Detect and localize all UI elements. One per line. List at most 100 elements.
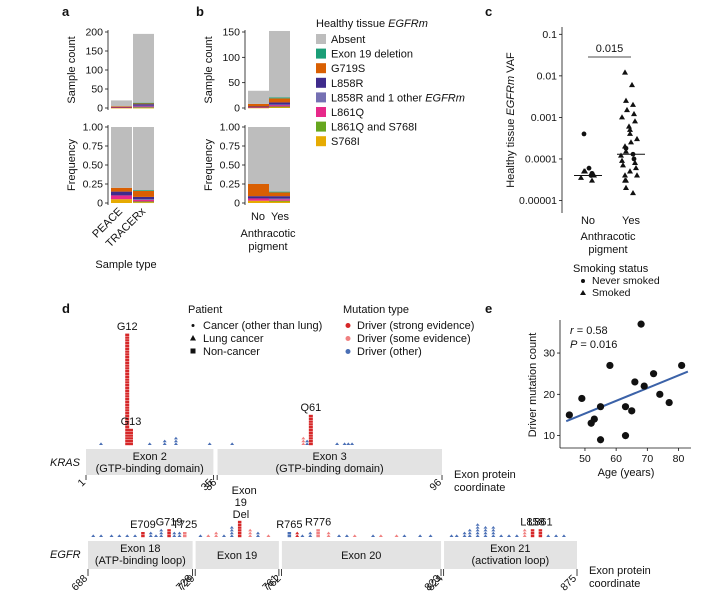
hotspot-l861-mark (538, 532, 543, 535)
point-smoked (620, 162, 626, 168)
hotspot-r765-mark (287, 534, 292, 538)
hotspot-q61-mark (308, 442, 313, 446)
top-y-tick-label: 100 (85, 65, 103, 77)
legend-label-text: S768I (331, 136, 360, 148)
top-y-tick-label: 150 (222, 27, 240, 39)
minor-mutation-mark (462, 534, 467, 537)
exon-sublabel: (ATP-binding loop) (95, 555, 186, 567)
exon-label: Exon 3 (312, 451, 346, 463)
bar-segment-top (269, 106, 290, 108)
bar-segment-bottom (111, 187, 132, 192)
x-axis-title-line1: Anthracotic (240, 228, 296, 240)
bar-segment-top (269, 97, 290, 99)
hotspot-g12-mark (125, 342, 130, 345)
x-tick-label: 50 (579, 453, 591, 465)
minor-mutation-mark (173, 436, 178, 440)
minor-mutation-mark (350, 442, 355, 445)
mutation-legend-title: Mutation type (343, 304, 409, 316)
minor-mutation-mark (326, 531, 331, 535)
exon-domain (86, 449, 214, 475)
hotspot-g12-mark (125, 442, 130, 446)
minor-mutation-mark (514, 534, 519, 537)
point-smoked (623, 177, 629, 183)
minor-mutation-mark (483, 534, 488, 537)
legend-swatch (316, 136, 326, 147)
x-category-label: No (581, 215, 595, 227)
minor-mutation-mark (475, 523, 480, 526)
legend-label-text: G719S (331, 63, 365, 75)
exon-gap (193, 541, 196, 569)
hotspot-g12-mark (125, 434, 130, 437)
bar-segment-bottom (111, 191, 132, 196)
minor-mutation-mark (499, 534, 504, 537)
y-tick-label: 20 (543, 389, 555, 401)
bottom-y-label: Frequency (203, 139, 215, 191)
hotspot-g12-mark (125, 386, 130, 390)
mutation-legend-label: Driver (strong evidence) (357, 320, 474, 332)
minor-mutation-mark (352, 534, 357, 537)
bottom-y-label: Frequency (66, 139, 78, 191)
hotspot-g12-mark (125, 428, 130, 432)
hotspot-g12-mark (125, 370, 130, 373)
annotation-r-symbol: r (570, 325, 575, 337)
top-y-tick-label: 50 (91, 84, 103, 96)
exon-sublabel: (GTP-binding domain) (96, 463, 204, 475)
bottom-y-tick-label: 0 (234, 198, 240, 210)
x-axis-title-line1: Anthracotic (580, 231, 636, 243)
bar-segment-top (248, 107, 269, 109)
bar-segment-top (269, 98, 290, 103)
gene-label: EGFR (50, 549, 81, 561)
bar-segment-top (133, 33, 154, 103)
panel-b-stacked-bars: 0 50 100 150 Sample count 0 0.25 0.50 0.75 1.00 Fr… (203, 27, 296, 254)
x-axis-title: Sample type (95, 259, 156, 271)
data-point (628, 407, 636, 415)
legend-swatch (316, 77, 326, 88)
y-tick-label: 0.1 (542, 29, 557, 41)
patient-legend-label: Lung cancer (203, 333, 264, 345)
exon-label: Exon 2 (133, 451, 167, 463)
panel-label-a: a (62, 4, 70, 19)
smoking-legend-label: Never smoked (592, 275, 660, 287)
hotspot-g12-mark (125, 353, 130, 356)
hotspot-g12-mark (125, 423, 130, 426)
minor-mutation-mark (301, 436, 306, 440)
bar-segment-bottom (248, 200, 269, 203)
minor-mutation-mark (162, 439, 167, 443)
point-smoked (619, 114, 625, 120)
coord-tick-label: 688 (69, 573, 90, 594)
top-y-label: Sample count (203, 36, 215, 103)
minor-mutation-mark (153, 534, 158, 537)
bar-segment-bottom (248, 196, 269, 199)
p-value-label: 0.015 (596, 43, 624, 55)
exon-gap (279, 541, 282, 569)
minor-mutation-mark (491, 534, 496, 537)
minor-mutation-mark (133, 534, 138, 537)
bar-segment-top (133, 104, 154, 106)
minor-mutation-mark (159, 528, 164, 532)
hotspot-g12-mark (125, 420, 130, 423)
panel-a-stacked-bars: 0 50 100 150 200 Sample count 0 0.25 0.50 0.75 1.0… (66, 27, 157, 272)
bar-segment-bottom (133, 202, 154, 204)
data-point (656, 390, 664, 398)
hotspot-t725-mark (183, 532, 187, 535)
point-smoked (622, 172, 628, 178)
legend-label: G719S (331, 63, 365, 75)
minor-mutation-mark (248, 534, 253, 537)
bottom-y-tick-label: 0.25 (83, 179, 104, 191)
hotspot-l858-mark (530, 532, 535, 535)
data-point (621, 403, 630, 411)
point-smoked (623, 97, 629, 103)
bar-segment-bottom (248, 198, 269, 201)
hotspot-g12-mark (125, 409, 130, 412)
hotspot-g719-mark (167, 534, 171, 538)
hotspot-label: Del (233, 509, 250, 521)
hotspot-g12-mark (125, 375, 130, 378)
bar-segment-bottom (133, 199, 154, 202)
data-point (665, 398, 673, 407)
mutation-legend-label: Driver (other) (357, 346, 422, 358)
hotspot-label: R765 (276, 519, 302, 531)
x-category-label: Yes (271, 211, 289, 223)
mutation-legend-swatch (345, 336, 351, 341)
hotspot-g12-mark (125, 392, 130, 395)
hotspot-g12-mark (125, 339, 130, 342)
